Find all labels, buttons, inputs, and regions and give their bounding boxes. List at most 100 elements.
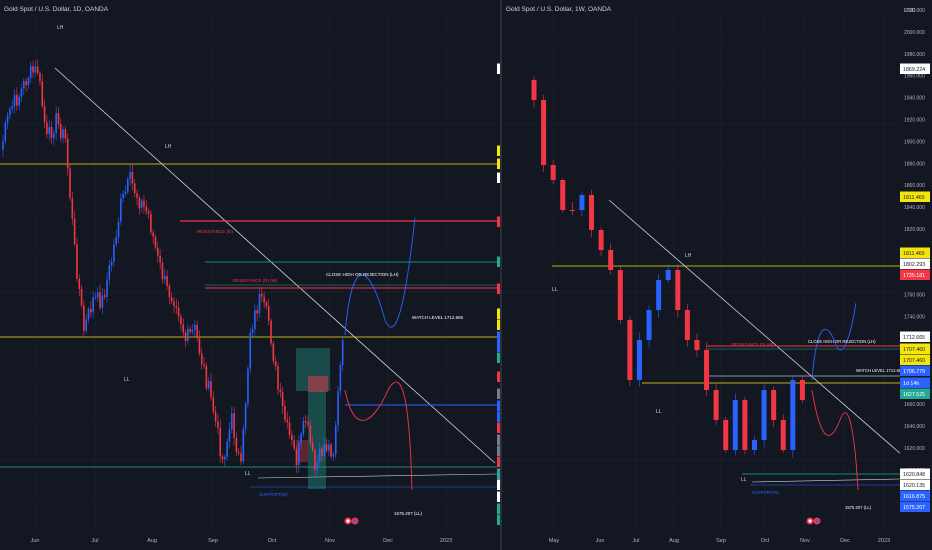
candle-body <box>318 448 321 463</box>
candle-body <box>627 320 633 380</box>
support-line-2[interactable] <box>257 473 498 479</box>
price-tag[interactable] <box>900 343 930 355</box>
candle-body <box>277 366 279 390</box>
position-profit-zone[interactable] <box>308 391 326 489</box>
price-tag[interactable] <box>900 247 930 259</box>
candle-body <box>71 198 74 219</box>
candle-body <box>330 444 332 457</box>
symbol-title[interactable]: Gold Spot / U.S. Dollar, 1W, OANDA <box>506 6 612 13</box>
time-tick: Jun <box>31 538 40 544</box>
price-tag[interactable] <box>497 422 500 434</box>
candle-body <box>203 364 205 366</box>
candle-body <box>129 171 131 179</box>
candle-body <box>790 380 796 450</box>
price-tag[interactable] <box>497 468 500 480</box>
price-tag[interactable] <box>900 377 930 389</box>
price-tag[interactable] <box>497 479 500 491</box>
price-tag[interactable] <box>900 479 930 491</box>
event-flags[interactable] <box>344 517 359 525</box>
price-tag[interactable] <box>497 371 500 383</box>
candle-body <box>240 453 242 462</box>
price-tag[interactable] <box>497 158 500 170</box>
event-flags[interactable] <box>806 517 821 525</box>
price-tag[interactable] <box>900 468 930 480</box>
price-tag-label: 1712.665 <box>903 335 925 341</box>
price-tag-label: 1735.181 <box>903 273 925 279</box>
panel-divider[interactable] <box>500 0 502 550</box>
candle-body <box>96 292 99 298</box>
candle-body <box>143 200 145 207</box>
candle-body <box>598 230 604 250</box>
support-line-2[interactable] <box>751 478 901 483</box>
weekly-chart-canvas[interactable]: LH LL LL LL RESISTANCE (D) (W) CLOSE HIG… <box>502 0 932 550</box>
price-tag[interactable] <box>497 503 500 515</box>
price-tag[interactable] <box>900 365 930 377</box>
descending-trendline[interactable] <box>54 67 496 464</box>
candle-body <box>288 422 291 435</box>
time-axis[interactable]: May Jun Jul Aug Sep Oct Nov Dec 2023 <box>549 538 890 544</box>
price-tag[interactable] <box>497 434 500 446</box>
price-tag[interactable] <box>497 63 500 75</box>
price-tag[interactable] <box>497 514 500 526</box>
daily-chart-canvas[interactable]: LH LH LL LL RESISTANCE (D) RESISTANCE (D… <box>0 0 500 550</box>
price-tag[interactable] <box>900 331 930 343</box>
candle-body <box>205 365 208 389</box>
price-tag[interactable] <box>497 341 500 353</box>
price-tag[interactable] <box>900 258 930 270</box>
descending-trendline[interactable] <box>608 199 903 456</box>
chart-panel-daily[interactable]: LH LH LL LL RESISTANCE (D) RESISTANCE (D… <box>0 0 500 550</box>
price-tag[interactable] <box>497 308 500 320</box>
candle-body <box>780 420 786 450</box>
price-tag[interactable] <box>900 354 930 366</box>
bullish-projection-path[interactable] <box>811 302 857 381</box>
candle-body <box>694 340 700 350</box>
candle-body <box>94 297 97 299</box>
symbol-title[interactable]: Gold Spot / U.S. Dollar, 1D, OANDA <box>4 6 109 13</box>
candles <box>531 75 805 458</box>
chart-panel-weekly[interactable]: LH LL LL LL RESISTANCE (D) (W) CLOSE HIG… <box>502 0 932 550</box>
price-tag[interactable] <box>900 63 930 75</box>
bearish-projection-path[interactable] <box>344 381 413 491</box>
bullish-projection-path[interactable] <box>344 217 416 336</box>
price-tag[interactable] <box>900 490 930 502</box>
price-tag[interactable] <box>497 400 500 412</box>
price-tag[interactable] <box>497 256 500 268</box>
price-tag[interactable] <box>497 456 500 468</box>
price-tag[interactable] <box>497 172 500 184</box>
price-tag[interactable] <box>497 145 500 157</box>
label-ll-left: LL <box>124 377 130 383</box>
price-tag[interactable] <box>900 501 930 513</box>
price-tag[interactable] <box>497 352 500 364</box>
price-tag[interactable] <box>497 283 500 295</box>
price-tick: 2000.000 <box>904 30 925 36</box>
price-tag[interactable] <box>497 216 500 228</box>
price-tag[interactable] <box>497 331 500 343</box>
position-stop-zone[interactable] <box>308 376 328 392</box>
price-tag[interactable] <box>497 491 500 503</box>
time-tick: 2023 <box>878 538 890 544</box>
price-tag[interactable] <box>900 191 930 203</box>
price-tag[interactable] <box>900 388 930 400</box>
candle-body <box>550 165 556 180</box>
bearish-projection-path[interactable] <box>811 389 859 491</box>
price-tag[interactable] <box>497 411 500 423</box>
price-tag[interactable] <box>497 388 500 400</box>
candle-body <box>244 403 247 429</box>
price-tag[interactable] <box>900 269 930 281</box>
candle-body <box>59 123 62 139</box>
time-tick: May <box>549 538 560 544</box>
candle-body <box>704 350 710 390</box>
candle-body <box>321 448 323 456</box>
candle-body <box>224 456 226 460</box>
price-tag[interactable] <box>497 319 500 331</box>
price-axis[interactable]: USD1800.0001780.0001760.0001740.0001869.… <box>497 0 500 550</box>
price-tick: 1940.000 <box>904 96 925 102</box>
candle-body <box>184 332 187 341</box>
price-tag-label: 1802.293 <box>903 262 925 268</box>
candle-body <box>99 292 101 308</box>
time-axis[interactable]: Jun Jul Aug Sep Oct Nov Dec 2023 <box>31 538 453 544</box>
price-tag[interactable] <box>497 445 500 457</box>
position-loss-zone[interactable] <box>296 440 308 462</box>
label-target: 1575.207 (LL) <box>394 511 423 516</box>
